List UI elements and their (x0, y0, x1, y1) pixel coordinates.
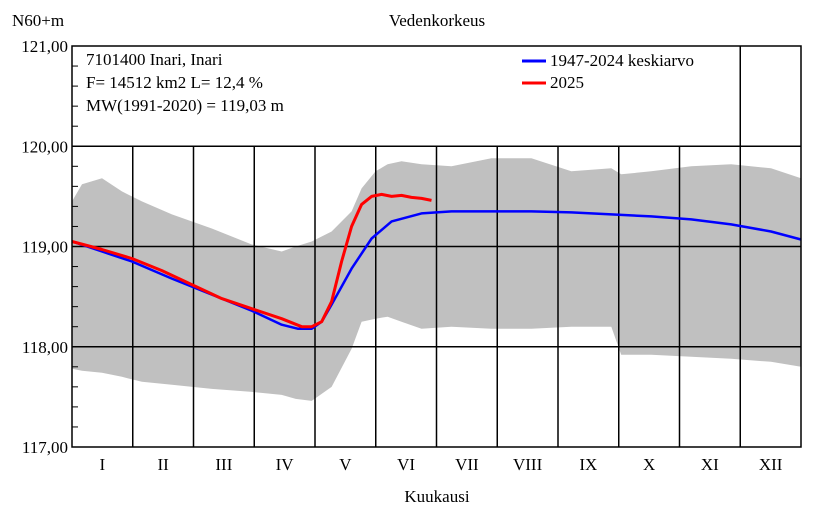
y-tick-label: 118,00 (22, 338, 68, 357)
x-tick-label: X (643, 455, 655, 474)
y-tick-label: 117,00 (22, 438, 68, 457)
x-axis-label: Kuukausi (404, 487, 469, 506)
x-tick-label: V (339, 455, 352, 474)
x-tick-label: III (215, 455, 232, 474)
series-group (71, 192, 802, 330)
y-tick-label: 120,00 (21, 137, 68, 156)
info-line-area: F= 14512 km2 L= 12,4 % (86, 73, 263, 92)
x-tick-label: IX (579, 455, 597, 474)
grid (72, 45, 801, 448)
info-line-station: 7101400 Inari, Inari (86, 50, 223, 69)
y-tick-label: 119,00 (22, 238, 68, 257)
legend-label-mean: 1947-2024 keskiarvo (550, 51, 694, 70)
info-line-mw: MW(1991-2020) = 119,03 m (86, 96, 284, 115)
x-tick-label: IV (276, 455, 295, 474)
series-line-2025 (71, 192, 432, 329)
x-tick-label: VII (455, 455, 479, 474)
x-tick-label: VIII (513, 455, 543, 474)
legend-label-current: 2025 (550, 73, 584, 92)
plot-frame (71, 45, 802, 448)
x-tick-labels: I II III IV V VI VII VIII IX X XI XII (100, 455, 783, 474)
x-tick-label: I (100, 455, 106, 474)
y-tick-label: 121,00 (21, 37, 68, 56)
x-tick-label: II (157, 455, 169, 474)
chart-title: Vedenkorkeus (389, 11, 485, 30)
x-tick-label: XII (759, 455, 783, 474)
x-tick-label: XI (701, 455, 719, 474)
y-axis-label: N60+m (12, 11, 64, 30)
info-box: 7101400 Inari, Inari F= 14512 km2 L= 12,… (86, 50, 284, 115)
legend: 1947-2024 keskiarvo 2025 (522, 51, 694, 92)
y-tick-labels: 117,00 118,00 119,00 120,00 121,00 (21, 37, 68, 457)
x-tick-label: VI (397, 455, 415, 474)
